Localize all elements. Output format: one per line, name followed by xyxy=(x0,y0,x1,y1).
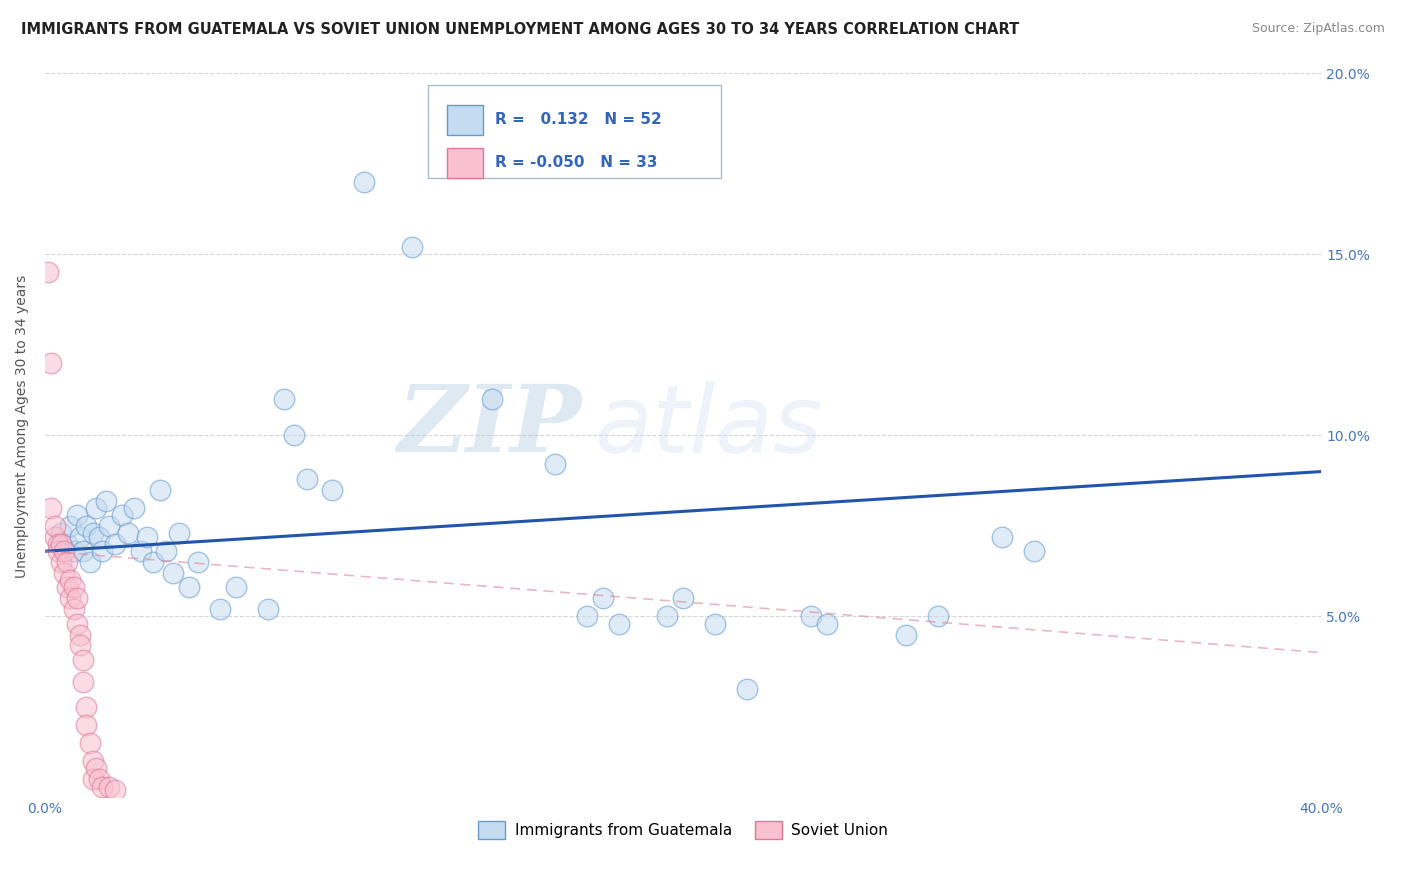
FancyBboxPatch shape xyxy=(427,85,721,178)
Point xyxy=(66,591,89,606)
Point xyxy=(49,555,72,569)
Point xyxy=(72,653,94,667)
Point xyxy=(927,609,949,624)
Point xyxy=(896,627,918,641)
Point xyxy=(815,616,838,631)
Text: Source: ZipAtlas.com: Source: ZipAtlas.com xyxy=(1251,22,1385,36)
Point xyxy=(187,555,209,569)
Y-axis label: Unemployment Among Ages 30 to 34 years: Unemployment Among Ages 30 to 34 years xyxy=(15,275,30,578)
Point xyxy=(79,736,101,750)
Point xyxy=(62,602,84,616)
Point xyxy=(321,483,343,497)
Point xyxy=(72,544,94,558)
Point xyxy=(295,472,318,486)
Point xyxy=(672,591,695,606)
Text: IMMIGRANTS FROM GUATEMALA VS SOVIET UNION UNEMPLOYMENT AMONG AGES 30 TO 34 YEARS: IMMIGRANTS FROM GUATEMALA VS SOVIET UNIO… xyxy=(21,22,1019,37)
Point xyxy=(110,508,132,522)
Point xyxy=(62,581,84,595)
Point xyxy=(62,544,84,558)
Point xyxy=(53,544,76,558)
Point xyxy=(66,616,89,631)
Point xyxy=(117,526,139,541)
Point xyxy=(97,780,120,794)
Point xyxy=(82,754,104,768)
Point xyxy=(49,537,72,551)
Point xyxy=(401,240,423,254)
Point xyxy=(44,519,66,533)
Point xyxy=(89,530,111,544)
Point xyxy=(225,581,247,595)
Point xyxy=(124,500,146,515)
Point xyxy=(735,681,758,696)
Point xyxy=(53,566,76,580)
Point xyxy=(576,609,599,624)
Point xyxy=(136,530,159,544)
Point xyxy=(49,526,72,541)
Text: atlas: atlas xyxy=(593,381,823,472)
Point xyxy=(162,566,184,580)
Point xyxy=(89,772,111,787)
Point xyxy=(69,639,91,653)
Point xyxy=(104,783,127,797)
Point xyxy=(104,537,127,551)
Point xyxy=(97,519,120,533)
Point xyxy=(37,265,59,279)
Point xyxy=(59,573,82,587)
Point xyxy=(155,544,177,558)
Point xyxy=(91,544,114,558)
Point xyxy=(75,700,97,714)
Point xyxy=(704,616,727,631)
FancyBboxPatch shape xyxy=(447,105,482,135)
Point xyxy=(66,508,89,522)
Point xyxy=(129,544,152,558)
Point xyxy=(209,602,232,616)
Text: ZIP: ZIP xyxy=(396,381,581,471)
Point xyxy=(56,581,79,595)
Point xyxy=(167,526,190,541)
Point xyxy=(69,530,91,544)
Point xyxy=(44,530,66,544)
Point xyxy=(72,674,94,689)
Point xyxy=(59,591,82,606)
Point xyxy=(544,458,567,472)
Point xyxy=(142,555,165,569)
Point xyxy=(283,428,305,442)
Point xyxy=(655,609,678,624)
Point xyxy=(592,591,614,606)
Point xyxy=(607,616,630,631)
Point xyxy=(481,392,503,406)
Text: R = -0.050   N = 33: R = -0.050 N = 33 xyxy=(495,155,658,170)
Point xyxy=(800,609,823,624)
Point xyxy=(56,555,79,569)
Point xyxy=(41,356,63,370)
Point xyxy=(94,493,117,508)
Point xyxy=(273,392,295,406)
Point xyxy=(82,772,104,787)
Point xyxy=(41,500,63,515)
Point xyxy=(991,530,1014,544)
Point xyxy=(69,627,91,641)
Point xyxy=(46,544,69,558)
FancyBboxPatch shape xyxy=(447,148,482,178)
Point xyxy=(56,537,79,551)
Point xyxy=(79,555,101,569)
Legend: Immigrants from Guatemala, Soviet Union: Immigrants from Guatemala, Soviet Union xyxy=(472,814,894,846)
Point xyxy=(82,526,104,541)
Point xyxy=(91,780,114,794)
Point xyxy=(46,537,69,551)
Point xyxy=(84,762,107,776)
Point xyxy=(149,483,172,497)
Point xyxy=(75,718,97,732)
Point xyxy=(353,175,375,189)
Text: R =   0.132   N = 52: R = 0.132 N = 52 xyxy=(495,112,662,128)
Point xyxy=(1022,544,1045,558)
Point xyxy=(59,519,82,533)
Point xyxy=(257,602,280,616)
Point xyxy=(75,519,97,533)
Point xyxy=(84,500,107,515)
Point xyxy=(177,581,200,595)
